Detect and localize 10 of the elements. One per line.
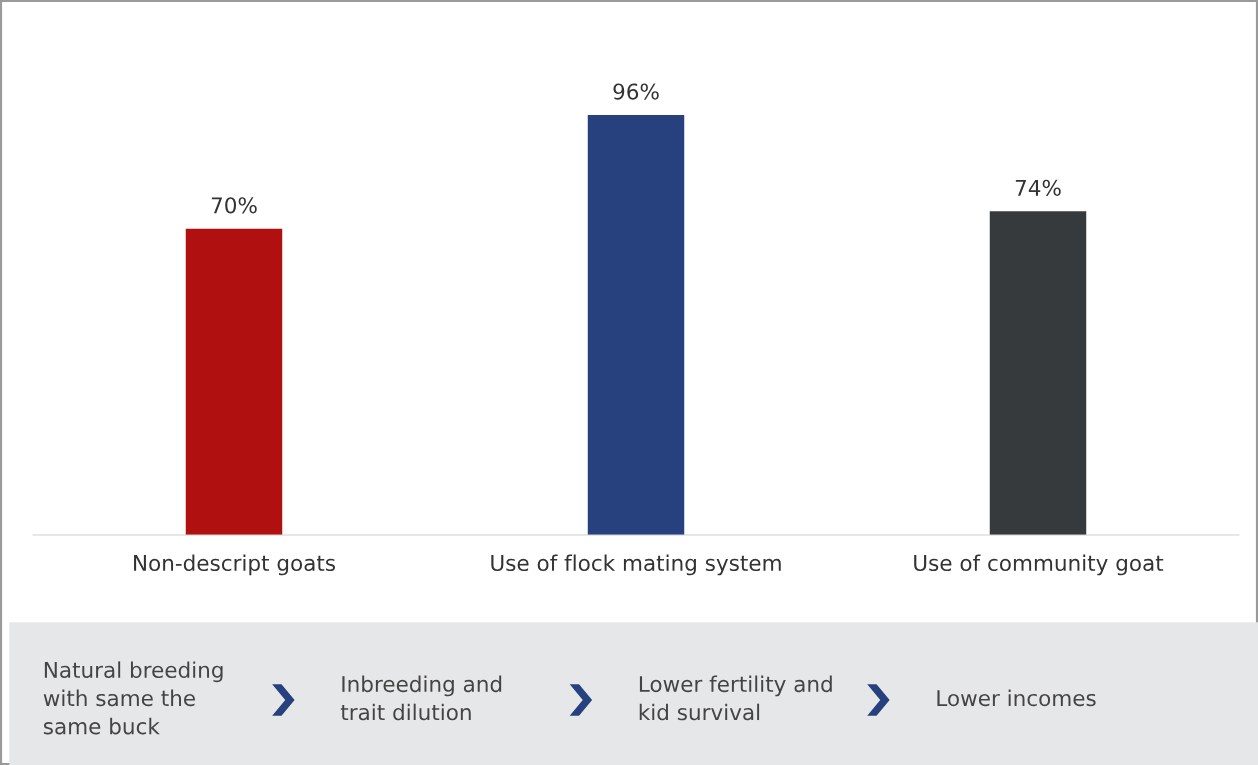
text: Lower fertility and kid survival bbox=[639, 675, 832, 721]
text: Inbreeding and trait dilution bbox=[340, 675, 502, 721]
data-label: 74% bbox=[1015, 179, 1061, 196]
x-tick-label: Non-descript goats bbox=[134, 554, 336, 576]
text: Natural breeding with same the same buck bbox=[43, 661, 223, 735]
x-tick-label: Use of community goat bbox=[914, 554, 1164, 576]
text: Lower incomes bbox=[937, 689, 1096, 707]
data-label: 96% bbox=[613, 83, 659, 100]
data-label: 70% bbox=[211, 197, 257, 214]
x-tick-label: Use of flock mating system bbox=[491, 554, 781, 576]
